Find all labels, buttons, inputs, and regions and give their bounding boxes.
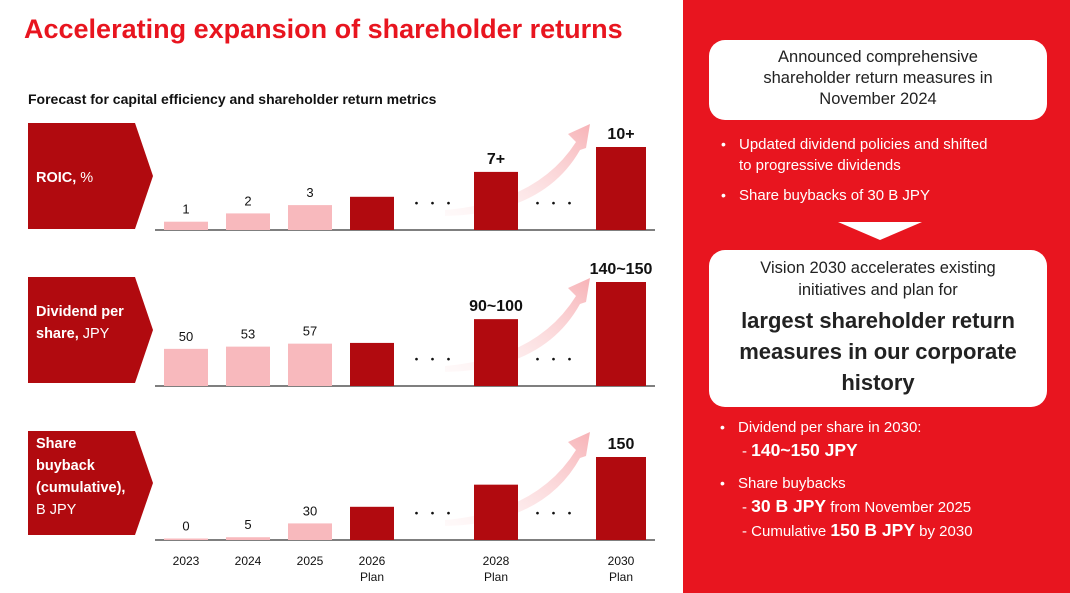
panel-label: share, JPY [36,326,110,342]
bar [288,343,332,386]
data-label: 50 [179,329,193,344]
bar [596,282,646,386]
bar [474,484,518,540]
bar [164,221,208,230]
vision-line: Vision 2030 accelerates existing [760,259,996,277]
ellipsis: ・・・ [410,507,458,522]
dividend-value: 140~150 JPY [751,440,858,460]
ellipsis: ・・・ [410,197,458,212]
bar [288,523,332,540]
tick-label: Plan [609,570,633,584]
panel-label-shape [28,277,153,383]
bullet-item: • Share buybacks of 30 B JPY [721,187,930,204]
panel-label: buyback [36,458,96,474]
summary-panel: Announced comprehensive shareholder retu… [683,0,1070,593]
chart-panel: Dividend per share, JPY 50 53 57 90~100 140~15… [28,261,655,387]
data-label: 30 [303,503,317,518]
panel-label: ROIC, % [36,170,93,186]
vision-emphasis: measures in our corporate [739,339,1017,364]
bar [226,346,270,386]
data-label: 140~150 [590,261,653,278]
data-label: 10+ [607,126,634,143]
vision-emphasis: history [841,370,915,395]
tick-label: 2025 [297,554,324,568]
bullet-item: • Dividend per share in 2030: - 140~150 … [720,419,922,460]
data-label: 0 [182,519,189,534]
data-label: 57 [303,324,317,339]
page-title: Accelerating expansion of shareholder re… [24,14,623,44]
panel-label: Share [36,436,76,452]
bar [596,147,646,230]
panel-label: (cumulative), [36,480,125,496]
tick-label: 2028 [483,554,510,568]
announcement-line: November 2024 [819,90,937,108]
chart-subtitle: Forecast for capital efficiency and shar… [28,91,437,107]
vision-box: Vision 2030 accelerates existing initiat… [709,250,1047,407]
bar [474,171,518,230]
ellipsis: ・・・ [410,353,458,368]
panel-label-shape [28,123,153,229]
bar [596,457,646,540]
announcement-box: Announced comprehensive shareholder retu… [709,40,1047,120]
tick-label: Plan [360,570,384,584]
data-label: 2 [244,193,251,208]
data-label: 53 [241,327,255,342]
bar [350,342,394,386]
tick-label: 2023 [173,554,200,568]
data-label: 5 [244,517,251,532]
bar [288,205,332,230]
bar [474,319,518,386]
vision-emphasis: largest shareholder return [741,308,1015,333]
bar [226,213,270,230]
chart-panel: ROIC, % 1 2 3 7+ 10+ ・・・ ・・・ [28,123,655,231]
bar [164,348,208,386]
panel-label: B JPY [36,502,77,518]
tick-label: 2026 [359,554,386,568]
bullet-dot: • [720,475,725,491]
bullet-dot: • [721,187,726,203]
cumulative-value: 150 B JPY [830,520,915,540]
tick-label: Plan [484,570,508,584]
panel-label-shape [28,431,153,535]
tick-label: 2030 [608,554,635,568]
ellipsis: ・・・ [531,507,579,522]
data-label: 150 [608,436,635,453]
ellipsis: ・・・ [531,353,579,368]
bar [350,196,394,230]
data-label: 90~100 [469,298,523,315]
bullet-item: • Updated dividend policies and shifted … [721,136,988,174]
down-arrow-icon [838,222,922,240]
vision-line: initiatives and plan for [798,281,958,299]
bar [350,506,394,540]
data-label: 3 [306,185,313,200]
bar [164,538,208,540]
bullet-item: • Share buybacks - 30 B JPY from Novembe… [720,475,973,540]
announcement-line: Announced comprehensive [778,48,978,66]
tick-label: 2024 [235,554,262,568]
ellipsis: ・・・ [531,197,579,212]
bullet-dot: • [720,419,725,435]
announcement-line: shareholder return measures in [763,69,993,87]
data-label: 7+ [487,151,505,168]
buyback-value: 30 B JPY [751,496,827,516]
panel-label: Dividend per [36,304,124,320]
bar [226,537,270,540]
bullet-dot: • [721,136,726,152]
chart-panel: Share buyback (cumulative), B JPY 0 5 30 150 ・・・… [28,431,655,541]
data-label: 1 [182,202,189,217]
